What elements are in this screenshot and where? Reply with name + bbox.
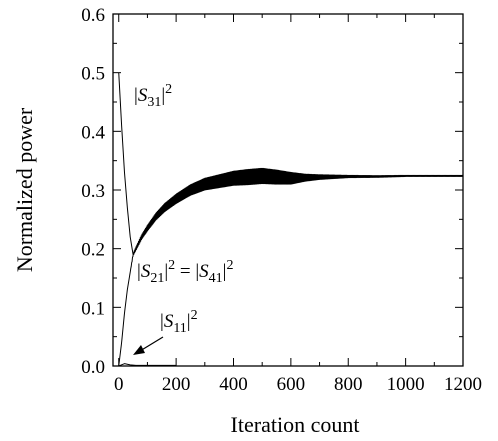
annotation-s11-arrow bbox=[139, 336, 164, 352]
annotation-s41-symbol: S bbox=[199, 261, 209, 282]
x-tick-labels: 0 200 400 600 800 1000 1200 bbox=[114, 374, 482, 395]
y-tick-label: 0.5 bbox=[81, 64, 105, 85]
x-tick-label: 800 bbox=[334, 374, 363, 395]
x-tick-label: 1200 bbox=[444, 374, 482, 395]
tick-marks bbox=[113, 13, 464, 367]
annotation-s11-sup: 2 bbox=[191, 308, 198, 323]
y-tick-label: 0.0 bbox=[81, 357, 105, 378]
annotation-s11-symbol: S bbox=[164, 311, 174, 332]
annotation-s31: |S31|2 bbox=[134, 82, 172, 110]
y-tick-label: 0.6 bbox=[81, 5, 105, 26]
x-tick-label: 400 bbox=[219, 374, 248, 395]
annotation-s11-arrowhead bbox=[133, 345, 145, 355]
series-lines bbox=[118, 72, 464, 367]
x-tick-label: 600 bbox=[277, 374, 306, 395]
annotation-s21-sup: 2 bbox=[168, 258, 175, 273]
x-tick-label: 200 bbox=[162, 374, 191, 395]
annotation-s11: |S11|2 bbox=[160, 308, 198, 336]
annotation-s21-sub: 21 bbox=[150, 271, 164, 286]
series-s11-line bbox=[118, 363, 177, 367]
y-tick-label: 0.1 bbox=[81, 298, 105, 319]
series-s21-s41-line bbox=[118, 167, 464, 367]
annotation-s31-suffix: | bbox=[161, 85, 165, 106]
series-s31-line bbox=[118, 72, 134, 255]
annotation-s41-suffix: | bbox=[223, 261, 227, 282]
x-axis-label: Iteration count bbox=[231, 412, 360, 437]
y-tick-labels: 0.0 0.1 0.2 0.3 0.4 0.5 0.6 bbox=[81, 5, 105, 378]
annotation-equals: = bbox=[175, 261, 195, 282]
annotation-s11-prefix: | bbox=[160, 311, 164, 332]
annotation-s31-sup: 2 bbox=[165, 82, 172, 97]
annotation-s41-sup: 2 bbox=[226, 258, 233, 273]
x-tick-label: 0 bbox=[114, 374, 124, 395]
y-tick-label: 0.3 bbox=[81, 181, 105, 202]
y-tick-label: 0.2 bbox=[81, 240, 105, 261]
annotation-s11-suffix: | bbox=[187, 311, 191, 332]
annotation-s21-symbol: S bbox=[141, 261, 151, 282]
annotation-s21-s41: |S21|2 = |S41|2 bbox=[137, 258, 233, 286]
y-axis-label: Normalized power bbox=[12, 107, 37, 272]
annotation-s11-sub: 11 bbox=[173, 321, 186, 336]
annotation-s31-sub: 31 bbox=[147, 95, 161, 110]
annotation-s41-sub: 41 bbox=[209, 271, 223, 286]
annotation-s31-prefix: | bbox=[134, 85, 138, 106]
annotation-s31-symbol: S bbox=[138, 85, 148, 106]
annotation-s21-suffix: | bbox=[164, 261, 168, 282]
annotation-s41-prefix: | bbox=[195, 261, 199, 282]
annotation-s21-prefix: | bbox=[137, 261, 141, 282]
x-tick-label: 1000 bbox=[387, 374, 425, 395]
y-tick-label: 0.4 bbox=[81, 122, 105, 143]
